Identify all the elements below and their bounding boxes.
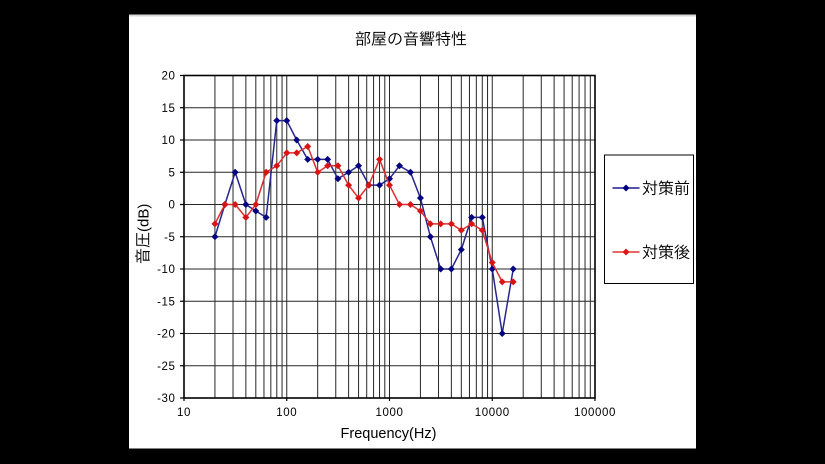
svg-text:20: 20 (162, 71, 176, 83)
svg-text:5: 5 (169, 167, 176, 179)
svg-text:15: 15 (162, 103, 176, 115)
svg-text:-25: -25 (157, 361, 175, 373)
svg-text:1000: 1000 (376, 407, 404, 419)
svg-text:100000: 100000 (574, 407, 616, 419)
svg-text:100: 100 (276, 407, 297, 419)
svg-text:10: 10 (177, 407, 191, 419)
svg-text:-15: -15 (157, 296, 175, 308)
svg-text:-20: -20 (157, 329, 175, 341)
svg-text:10000: 10000 (475, 407, 510, 419)
svg-text:-5: -5 (164, 232, 175, 244)
svg-text:-10: -10 (157, 264, 175, 276)
svg-text:10: 10 (162, 135, 176, 147)
svg-text:(dB): (dB) (136, 204, 153, 232)
svg-text:Frequency(Hz): Frequency(Hz) (341, 426, 437, 442)
svg-text:0: 0 (169, 200, 176, 212)
svg-text:-30: -30 (157, 393, 175, 405)
